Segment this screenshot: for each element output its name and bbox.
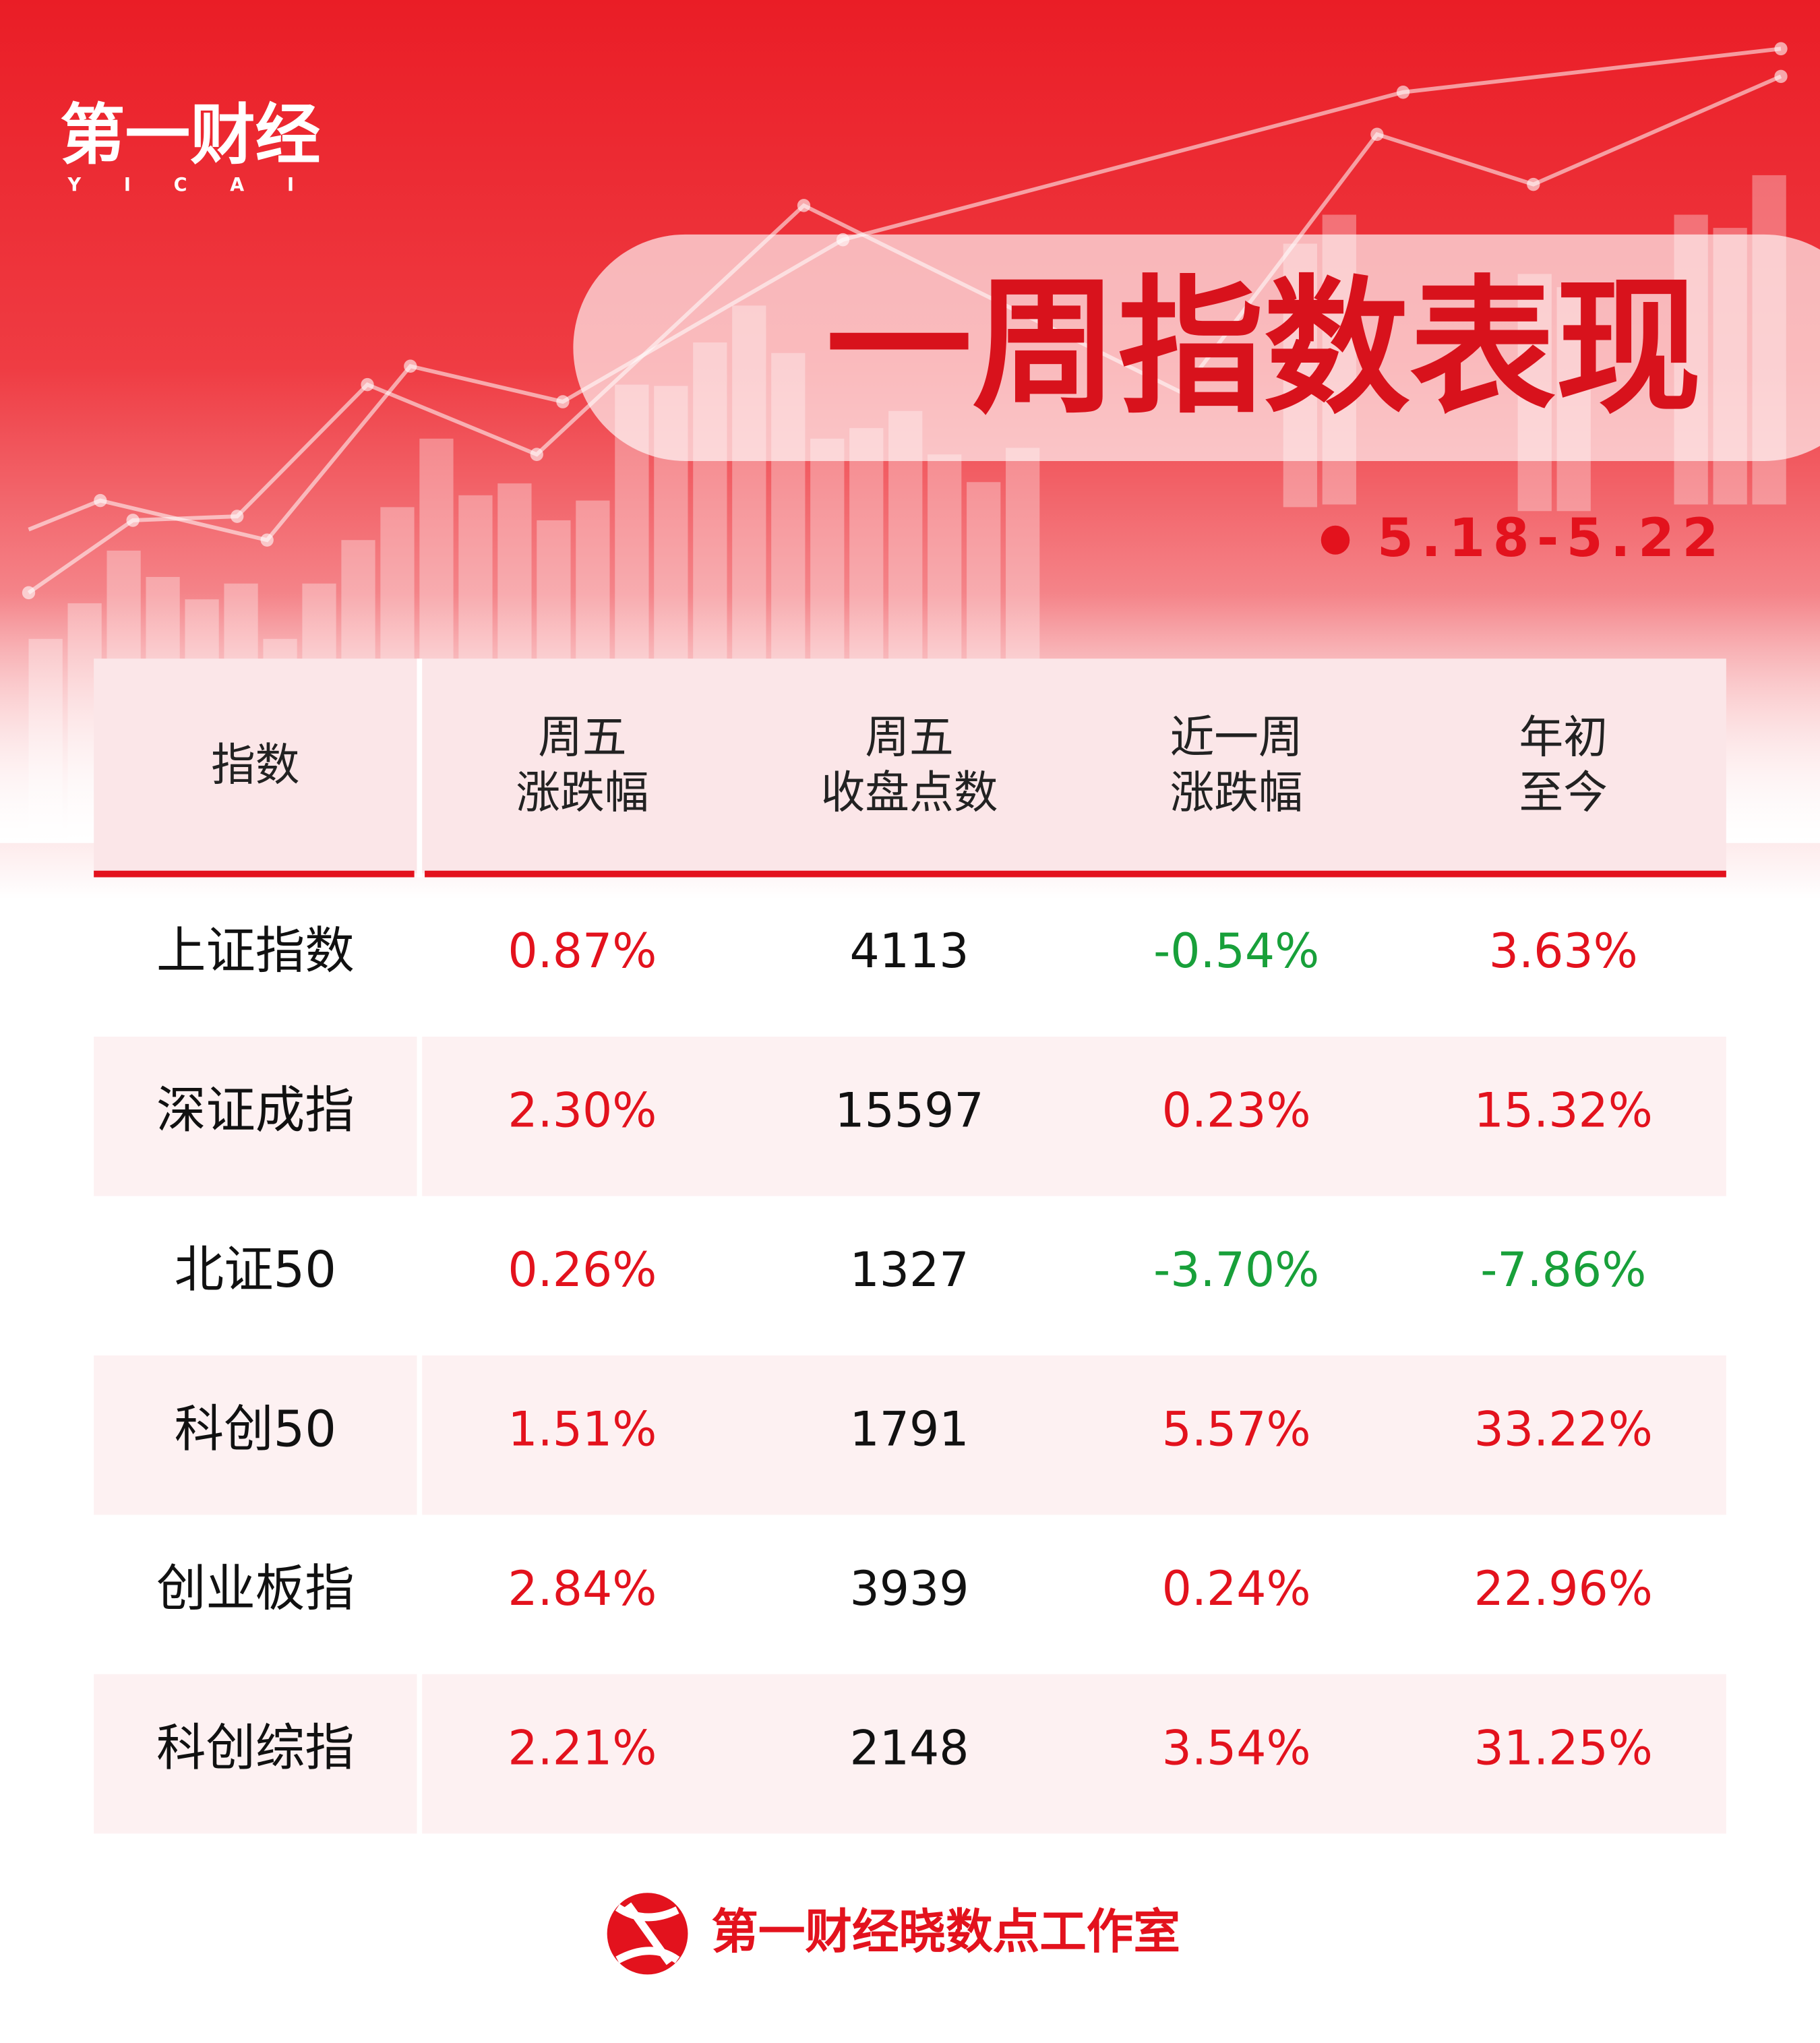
cell-value: 0.24% (1162, 1561, 1311, 1616)
index-name: 北证50 (175, 1241, 336, 1299)
date-dot (1321, 525, 1350, 555)
cell-value: 4113 (850, 924, 969, 979)
cell-value: 1791 (850, 1402, 969, 1457)
cell-value: 5.57% (1162, 1402, 1311, 1457)
cell-value: 15597 (835, 1083, 983, 1138)
cell-value: 3.63% (1489, 924, 1638, 979)
logo-name: 第一财经 (60, 97, 320, 174)
title: 一周指数表现 (826, 262, 1701, 433)
row-bg (94, 1674, 417, 1834)
cell-value: 2.30% (508, 1083, 657, 1138)
header-cell: 收盘点数 (821, 766, 998, 818)
cell-value: 22.96% (1474, 1561, 1653, 1616)
cell-value: 2.84% (508, 1561, 657, 1616)
index-name: 深证成指 (156, 1081, 355, 1139)
cell-value: 0.26% (508, 1243, 657, 1298)
date: 5.18-5.22 (1377, 508, 1726, 569)
header-cell: 涨跌幅 (516, 766, 648, 818)
cell-value: 33.22% (1474, 1402, 1653, 1457)
cell-value: 1327 (850, 1243, 969, 1298)
header-divider (417, 659, 423, 878)
cell-value: 0.87% (508, 924, 657, 979)
cell-value: 31.25% (1474, 1721, 1653, 1775)
header-cell: 至今 (1519, 766, 1608, 818)
header-rule (94, 870, 415, 878)
cell-value: -3.70% (1153, 1243, 1319, 1298)
cell-value: 3939 (850, 1561, 969, 1616)
row-bg (422, 1036, 1726, 1196)
header-cell: 年初 (1519, 711, 1608, 763)
cell-value: -0.54% (1153, 924, 1319, 979)
logo-latin: YICAI (67, 175, 337, 195)
cell-value: 15.32% (1474, 1083, 1653, 1138)
index-name: 科创50 (175, 1400, 336, 1458)
cell-value: -7.86% (1480, 1243, 1646, 1298)
cell-value: 3.54% (1162, 1721, 1311, 1775)
index-name: 科创综指 (156, 1719, 355, 1777)
row-bg (94, 1355, 417, 1515)
header-cell: 周五 (865, 711, 953, 763)
title-pill (573, 234, 1820, 461)
header-cell: 周五 (538, 711, 626, 763)
index-name: 创业板指 (156, 1559, 355, 1617)
index-name: 上证指数 (156, 922, 355, 980)
cell-value: 2148 (850, 1721, 969, 1775)
row-bg (94, 1036, 417, 1196)
header-rule (425, 870, 1726, 878)
header-cell: 指数 (211, 739, 299, 791)
row-bg (422, 1674, 1726, 1834)
row-bg (422, 1355, 1726, 1515)
cell-value: 0.23% (1162, 1083, 1311, 1138)
cell-value: 1.51% (508, 1402, 657, 1457)
footer-icon-mark (615, 1902, 680, 1965)
cell-value: 2.21% (508, 1721, 657, 1775)
table-header-bg (94, 659, 1726, 874)
footer: 第一财经晓数点工作室 (711, 1905, 1180, 1959)
header-cell: 涨跌幅 (1170, 766, 1303, 818)
header-cell: 近一周 (1170, 711, 1303, 763)
